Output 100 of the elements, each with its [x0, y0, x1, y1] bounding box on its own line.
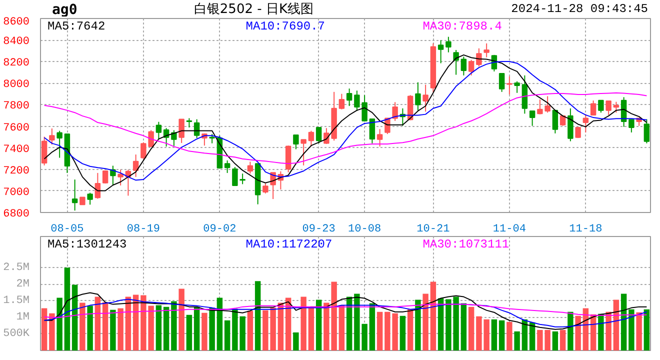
bar	[125, 296, 132, 350]
candlestick	[568, 108, 574, 142]
text: 2024-11-28 09:43:45	[510, 1, 648, 18]
candlestick	[132, 154, 139, 178]
candlestick	[460, 56, 467, 76]
candlestick	[582, 114, 589, 133]
bar	[216, 298, 223, 350]
bar	[338, 305, 345, 350]
candlestick	[468, 59, 474, 76]
bar	[606, 312, 612, 350]
candlestick	[628, 119, 634, 133]
bar	[41, 308, 48, 350]
y-tick-label: 7400	[3, 144, 30, 156]
y-tick-label: 7600	[3, 122, 30, 134]
y-tick-label: 500K	[3, 328, 30, 340]
candlestick	[438, 40, 444, 64]
bar	[407, 309, 414, 350]
bar	[171, 301, 177, 350]
bar	[506, 322, 512, 350]
candlestick	[514, 80, 520, 94]
bar	[300, 296, 306, 350]
bar	[438, 298, 444, 350]
bar	[163, 306, 170, 350]
text: MA5:1301243	[48, 238, 127, 252]
bar	[178, 288, 184, 350]
candlestick	[606, 100, 612, 116]
candlestick	[346, 88, 352, 107]
bar	[620, 294, 627, 350]
candlestick	[285, 145, 292, 173]
candlestick	[171, 130, 177, 146]
candlestick	[453, 49, 459, 76]
x-tick-label: 08-19	[126, 224, 160, 236]
candlestick	[156, 121, 162, 140]
bar	[552, 331, 558, 350]
bar	[132, 294, 139, 350]
candlestick	[476, 48, 482, 67]
bar	[628, 309, 634, 350]
y-tick-label: 7200	[3, 165, 30, 178]
candlestick	[72, 179, 78, 212]
bar	[568, 312, 574, 350]
bar	[430, 282, 436, 350]
bar	[522, 319, 528, 350]
bar	[118, 308, 124, 350]
y-tick-label: 7000	[3, 186, 30, 199]
bar	[422, 294, 428, 350]
x-tick-label: 09-23	[302, 224, 336, 236]
candlestick	[644, 118, 650, 144]
y-tick-label: 1.5M	[3, 294, 30, 307]
y-tick-label: 7800	[3, 100, 30, 113]
candlestick	[110, 165, 116, 186]
bar	[87, 306, 93, 350]
candlestick	[522, 74, 528, 114]
candlestick	[316, 126, 322, 144]
bar	[560, 330, 566, 350]
bar	[575, 316, 581, 350]
y-tick-label: 8200	[3, 58, 30, 70]
bar	[376, 312, 383, 350]
candlestick	[422, 84, 428, 112]
line-series	[44, 304, 648, 318]
bar	[247, 310, 254, 350]
bar	[156, 305, 162, 350]
bar	[415, 300, 421, 350]
bar	[598, 314, 604, 350]
candlestick	[186, 118, 192, 128]
y-tick-label: 6800	[3, 208, 30, 220]
bar	[202, 312, 208, 350]
candlestick	[552, 110, 558, 134]
bar	[209, 308, 215, 350]
y-tick-label: 8000	[3, 79, 30, 92]
bar	[491, 319, 498, 350]
candlestick	[102, 170, 108, 184]
candlestick	[598, 100, 604, 114]
bar	[400, 316, 406, 350]
y-tick-label: 8600	[3, 16, 30, 28]
candlestick	[392, 102, 398, 122]
candlestick	[446, 36, 452, 53]
candlestick	[415, 82, 421, 111]
bar	[346, 296, 352, 350]
candlestick	[338, 93, 345, 110]
bar	[278, 302, 284, 350]
x-tick-label: 10-08	[348, 224, 382, 236]
text: MA10:1172207	[246, 238, 332, 252]
text: MA30:7898.4	[422, 20, 502, 34]
y-tick-label: 2.5M	[3, 262, 30, 274]
bar	[285, 298, 292, 350]
bar	[110, 310, 116, 350]
bar	[56, 298, 62, 350]
bar	[308, 308, 314, 350]
candlestick	[506, 76, 512, 95]
bar	[102, 302, 108, 350]
candlestick	[209, 134, 215, 144]
chart-subtitle: ag0	[52, 1, 78, 20]
candlestick	[87, 192, 93, 206]
chart-title: 白银2502 - 日K线图	[194, 0, 314, 19]
x-tick-label: 11-04	[492, 224, 526, 236]
x-tick-label: 09-02	[203, 224, 236, 236]
candlestick	[529, 110, 536, 126]
candlestick	[376, 128, 383, 148]
candlestick	[49, 128, 55, 146]
y-tick-label: 8400	[3, 36, 30, 48]
